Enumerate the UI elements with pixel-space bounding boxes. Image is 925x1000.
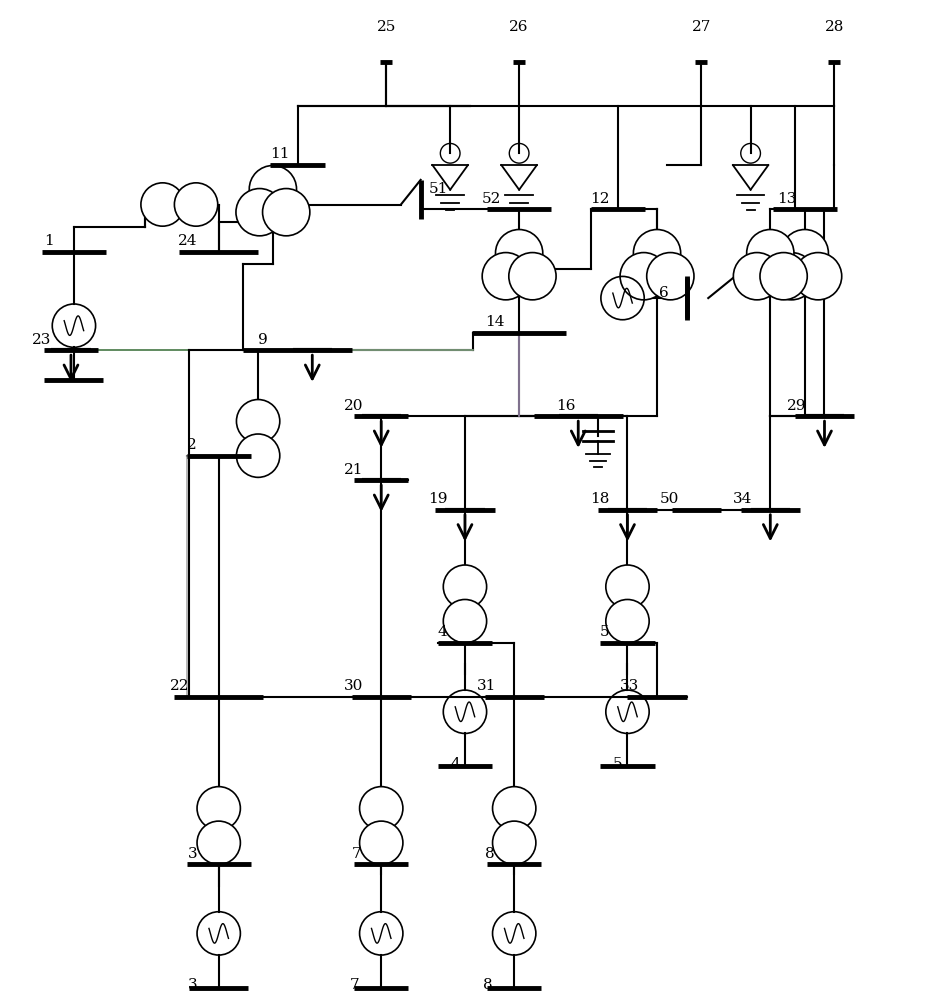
Circle shape: [768, 253, 815, 300]
Text: 8: 8: [483, 978, 492, 992]
Circle shape: [237, 434, 279, 477]
Text: 52: 52: [482, 192, 501, 206]
Text: 51: 51: [428, 182, 448, 196]
Text: 9: 9: [258, 333, 268, 347]
Circle shape: [141, 183, 184, 226]
Circle shape: [509, 253, 556, 300]
Text: 12: 12: [590, 192, 610, 206]
Text: 27: 27: [692, 20, 711, 34]
Text: 19: 19: [427, 492, 447, 506]
Text: 4: 4: [438, 625, 447, 639]
Circle shape: [443, 599, 487, 643]
Text: 21: 21: [344, 463, 364, 477]
Circle shape: [795, 253, 842, 300]
Text: 29: 29: [787, 399, 807, 413]
Text: 7: 7: [352, 847, 362, 861]
Circle shape: [492, 821, 536, 864]
Text: 7: 7: [350, 978, 360, 992]
Text: 3: 3: [188, 978, 197, 992]
Text: 5: 5: [600, 625, 610, 639]
Text: 30: 30: [344, 679, 364, 693]
Circle shape: [360, 787, 403, 830]
Text: 11: 11: [270, 147, 290, 161]
Circle shape: [606, 565, 649, 608]
Text: 23: 23: [31, 333, 51, 347]
Circle shape: [236, 189, 283, 236]
Text: 31: 31: [477, 679, 497, 693]
Circle shape: [197, 787, 241, 830]
Circle shape: [647, 253, 694, 300]
Text: 14: 14: [485, 315, 504, 329]
Text: 22: 22: [169, 679, 190, 693]
Text: 20: 20: [344, 399, 364, 413]
Text: 25: 25: [376, 20, 396, 34]
Circle shape: [482, 253, 529, 300]
Circle shape: [443, 565, 487, 608]
Text: 4: 4: [450, 757, 460, 771]
Text: 26: 26: [510, 20, 529, 34]
Text: 6: 6: [660, 286, 669, 300]
Circle shape: [197, 821, 241, 864]
Circle shape: [746, 230, 794, 277]
Text: 2: 2: [187, 438, 197, 452]
Text: 24: 24: [178, 234, 197, 248]
Text: 16: 16: [557, 399, 576, 413]
Text: 5: 5: [613, 757, 623, 771]
Text: 3: 3: [188, 847, 197, 861]
Circle shape: [606, 599, 649, 643]
Circle shape: [360, 821, 403, 864]
Circle shape: [263, 189, 310, 236]
Circle shape: [760, 253, 808, 300]
Circle shape: [781, 230, 829, 277]
Circle shape: [237, 400, 279, 443]
Text: 33: 33: [620, 679, 639, 693]
Circle shape: [175, 183, 217, 226]
Text: 28: 28: [825, 20, 844, 34]
Text: 34: 34: [734, 492, 753, 506]
Text: 13: 13: [778, 192, 797, 206]
Text: 1: 1: [44, 234, 55, 248]
Text: 50: 50: [660, 492, 679, 506]
Circle shape: [249, 165, 297, 213]
Circle shape: [496, 230, 543, 277]
Text: 8: 8: [485, 847, 495, 861]
Circle shape: [734, 253, 781, 300]
Text: 18: 18: [590, 492, 610, 506]
Circle shape: [620, 253, 667, 300]
Circle shape: [492, 787, 536, 830]
Circle shape: [634, 230, 681, 277]
